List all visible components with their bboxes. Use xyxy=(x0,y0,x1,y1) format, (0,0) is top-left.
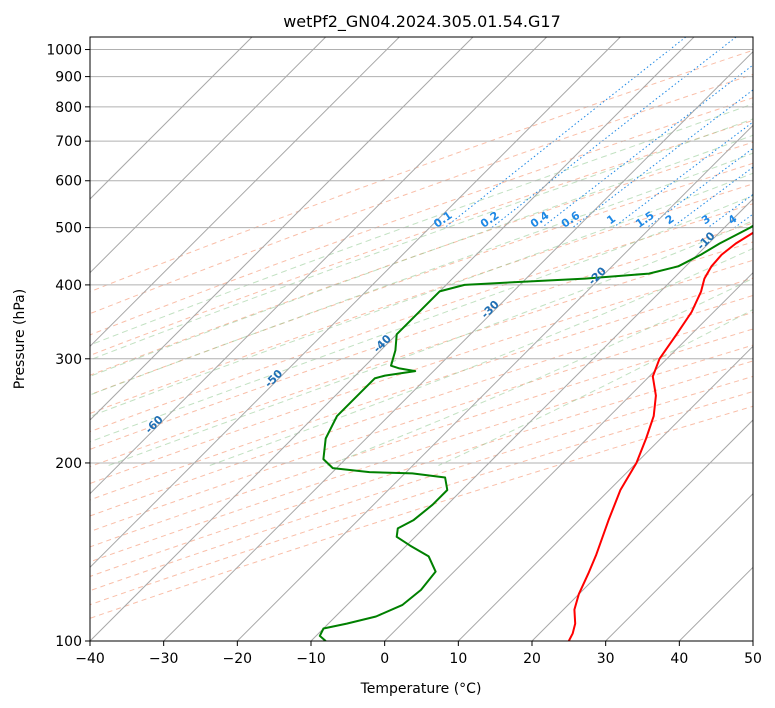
moist-adiabat-20 xyxy=(108,220,753,466)
chart-annotations: -100-90-80-70-60-50-40-30-20-100.10.20.4… xyxy=(10,209,775,494)
dry-adiabat-100 xyxy=(90,311,753,533)
chart-title: wetPf2_GN04.2024.305.01.54.G17 xyxy=(283,12,561,32)
moist-adiabat--10 xyxy=(90,103,753,346)
isotherm-label: -50 xyxy=(262,367,285,390)
isotherm--70 xyxy=(90,37,474,421)
dry-adiabat-50 xyxy=(90,222,753,450)
mixing-ratio-lines xyxy=(444,37,753,229)
isotherm-label: -30 xyxy=(479,298,502,321)
y-tick-label: 200 xyxy=(55,456,82,472)
isotherm-label: -70 xyxy=(10,471,33,494)
moist-adiabat-10 xyxy=(90,172,753,418)
x-tick-label: 30 xyxy=(597,651,615,667)
isotherm-0 xyxy=(384,271,753,641)
x-tick-label: 40 xyxy=(670,651,688,667)
mixing-ratio-line-0.4 xyxy=(541,64,753,228)
dry-adiabat-160 xyxy=(90,405,753,619)
moist-adiabats xyxy=(90,103,753,466)
isotherm--100 xyxy=(90,37,253,200)
dewpoint-profile xyxy=(318,224,753,641)
x-tick-label: 10 xyxy=(449,651,467,667)
dry-adiabat--10 xyxy=(90,97,753,336)
plot-area: -100-90-80-70-60-50-40-30-20-100.10.20.4… xyxy=(10,37,775,641)
temperature-profile xyxy=(567,231,753,641)
isotherm--20 xyxy=(236,124,753,641)
dry-adiabat--20 xyxy=(90,73,753,315)
y-tick-label: 700 xyxy=(55,134,82,150)
dry-adiabat-60 xyxy=(90,241,753,468)
dry-adiabat-110 xyxy=(90,328,753,548)
isotherm-grid xyxy=(90,37,753,641)
isotherm-label: -20 xyxy=(586,264,609,287)
y-tick-label: 500 xyxy=(55,221,82,237)
isotherm-20 xyxy=(531,419,753,641)
mixing-ratio-line-4 xyxy=(734,213,753,229)
y-tick-label: 400 xyxy=(55,278,82,294)
dry-adiabat--30 xyxy=(90,49,753,293)
profiles xyxy=(318,224,753,641)
isotherm-label: -10 xyxy=(694,229,717,252)
x-axis: −40 −30 −20 −10 0 10 20 30 40 50 xyxy=(75,641,762,667)
dry-adiabat-150 xyxy=(90,390,753,606)
isotherm-50 xyxy=(752,640,753,641)
isotherm--90 xyxy=(90,37,327,274)
y-axis-label: Pressure (hPa) xyxy=(12,289,28,389)
moist-adiabat--5 xyxy=(90,118,753,361)
mixing-ratio-line-1 xyxy=(612,121,753,228)
x-axis-label: Temperature (°C) xyxy=(360,681,482,697)
moist-adiabat-25 xyxy=(209,247,753,466)
mixing-ratio-label: 6 xyxy=(765,212,775,227)
x-tick-label: 50 xyxy=(744,651,762,667)
isotherm--80 xyxy=(90,37,400,348)
mixing-ratio-label: 3 xyxy=(699,212,713,227)
isotherm-40 xyxy=(678,566,753,641)
x-tick-label: 0 xyxy=(380,651,389,667)
isotherm--30 xyxy=(163,50,753,641)
dry-adiabat-10 xyxy=(90,141,753,376)
y-tick-label: 800 xyxy=(55,100,82,116)
x-tick-label: −30 xyxy=(149,651,179,667)
y-tick-label: 100 xyxy=(55,634,82,650)
isotherm-30 xyxy=(605,492,753,641)
dry-adiabat-20 xyxy=(90,162,753,396)
mixing-ratio-line-2 xyxy=(671,166,753,228)
moist-adiabat-5 xyxy=(90,152,753,396)
x-tick-label: −10 xyxy=(296,651,326,667)
mixing-ratio-line-0.6 xyxy=(572,89,753,228)
isotherm--10 xyxy=(310,198,753,641)
y-tick-label: 900 xyxy=(55,70,82,86)
x-tick-label: −20 xyxy=(223,651,253,667)
y-tick-label: 300 xyxy=(55,352,82,368)
plot-frame xyxy=(89,36,754,642)
y-tick-label: 600 xyxy=(55,174,82,190)
isotherm-label: -60 xyxy=(143,413,166,436)
isobar-grid xyxy=(90,49,753,641)
isotherm--40 xyxy=(90,37,695,641)
y-tick-label: 1000 xyxy=(46,43,82,59)
dry-adiabat-130 xyxy=(90,360,753,577)
isotherm--60 xyxy=(90,37,548,495)
isotherm--50 xyxy=(90,37,621,569)
isotherm-10 xyxy=(457,345,753,641)
x-tick-label: 20 xyxy=(523,651,541,667)
x-tick-label: −40 xyxy=(75,651,105,667)
mixing-ratio-line-3 xyxy=(707,193,753,229)
moist-adiabat-0 xyxy=(90,134,753,377)
y-axis: 100 200 300 400 500 600 700 800 900 1000 xyxy=(46,43,90,650)
isotherm-label: -40 xyxy=(371,332,394,355)
